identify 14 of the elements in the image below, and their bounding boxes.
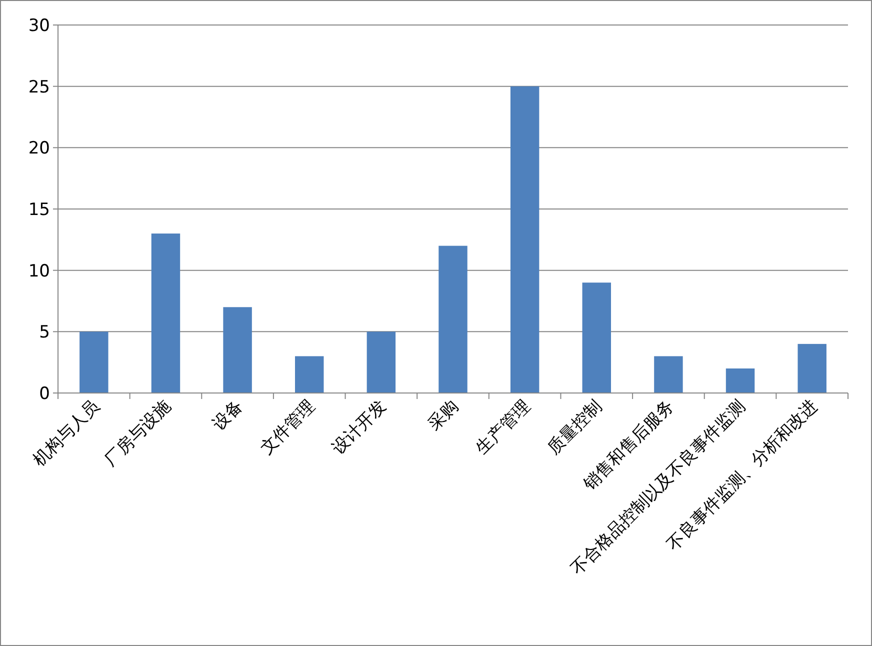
y-tick-label: 5 [39,322,50,343]
y-tick-label: 30 [28,16,50,36]
x-tick-label: 厂房与设施 [101,396,176,471]
y-tick-label: 20 [28,138,50,159]
x-tick-label: 文件管理 [256,396,319,459]
y-tick-label: 25 [28,77,50,98]
y-tick-label: 15 [28,200,50,220]
x-tick-label: 设备 [208,396,248,435]
y-tick-label: 10 [28,261,50,282]
x-tick-label: 设计开发 [328,396,391,459]
x-tick-label: 采购 [424,396,463,435]
x-tick-label: 生产管理 [472,396,534,459]
x-tick-label: 质量控制 [544,396,606,459]
y-tick-label: 0 [39,384,50,404]
